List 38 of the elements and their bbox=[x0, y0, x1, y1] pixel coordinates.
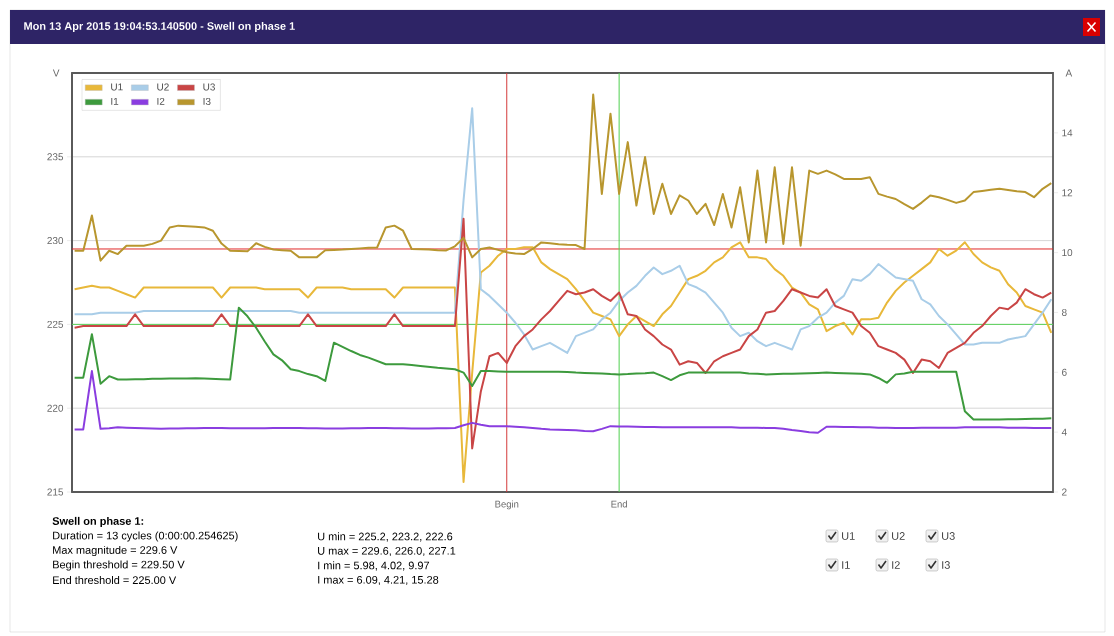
legend-label: U2 bbox=[157, 83, 169, 91]
y-tick-label: 235 bbox=[47, 153, 64, 161]
text: U1 bbox=[842, 532, 855, 540]
y2-axis-title: A bbox=[1065, 69, 1073, 77]
y2-tick-label: 2 bbox=[1062, 488, 1067, 496]
y-axis-title: V bbox=[52, 69, 60, 77]
text: Duration = 13 cycles (0:00:00.254625) bbox=[53, 531, 238, 542]
y2-tick-label: 4 bbox=[1061, 428, 1067, 436]
legend-label: I2 bbox=[157, 97, 165, 105]
text: I min = 5.98, 4.02, 9.97 bbox=[318, 561, 430, 571]
text: U3 bbox=[942, 532, 955, 540]
y2-tick-label: 6 bbox=[1062, 368, 1067, 376]
y2-tick-label: 10 bbox=[1062, 249, 1073, 257]
text: Swell on phase 1: bbox=[52, 516, 144, 528]
y-tick-label: 225 bbox=[47, 320, 64, 328]
legend-label: U3 bbox=[203, 83, 215, 91]
text: Begin threshold = 229.50 V bbox=[53, 560, 185, 571]
text: End threshold = 225.00 V bbox=[53, 575, 177, 585]
text: U2 bbox=[892, 532, 905, 540]
legend-label: U1 bbox=[111, 83, 123, 91]
y-tick-label: 220 bbox=[47, 404, 64, 412]
text: Max magnitude = 229.6 V bbox=[53, 545, 178, 557]
y-tick-label: 215 bbox=[47, 488, 64, 496]
y-tick-label: 230 bbox=[47, 237, 64, 245]
text: U max = 229.6, 226.0, 227.1 bbox=[318, 546, 456, 557]
y2-tick-label: 12 bbox=[1062, 189, 1073, 197]
x-tick-label: Begin bbox=[495, 500, 519, 510]
y2-tick-label: 14 bbox=[1062, 129, 1073, 137]
text: I max = 6.09, 4.21, 15.28 bbox=[318, 575, 439, 586]
x-tick-label: End bbox=[611, 500, 627, 508]
text: I2 bbox=[892, 561, 900, 569]
text: I3 bbox=[942, 561, 950, 569]
text: I1 bbox=[842, 561, 850, 569]
text: U min = 225.2, 223.2, 222.6 bbox=[318, 532, 453, 542]
y2-tick-label: 8 bbox=[1061, 308, 1067, 316]
chart-title: Mon 13 Apr 2015 19:04:53.140500 - Swell on phase 1 bbox=[24, 21, 295, 33]
legend-label: I3 bbox=[203, 97, 211, 105]
legend-label: I1 bbox=[111, 97, 119, 105]
